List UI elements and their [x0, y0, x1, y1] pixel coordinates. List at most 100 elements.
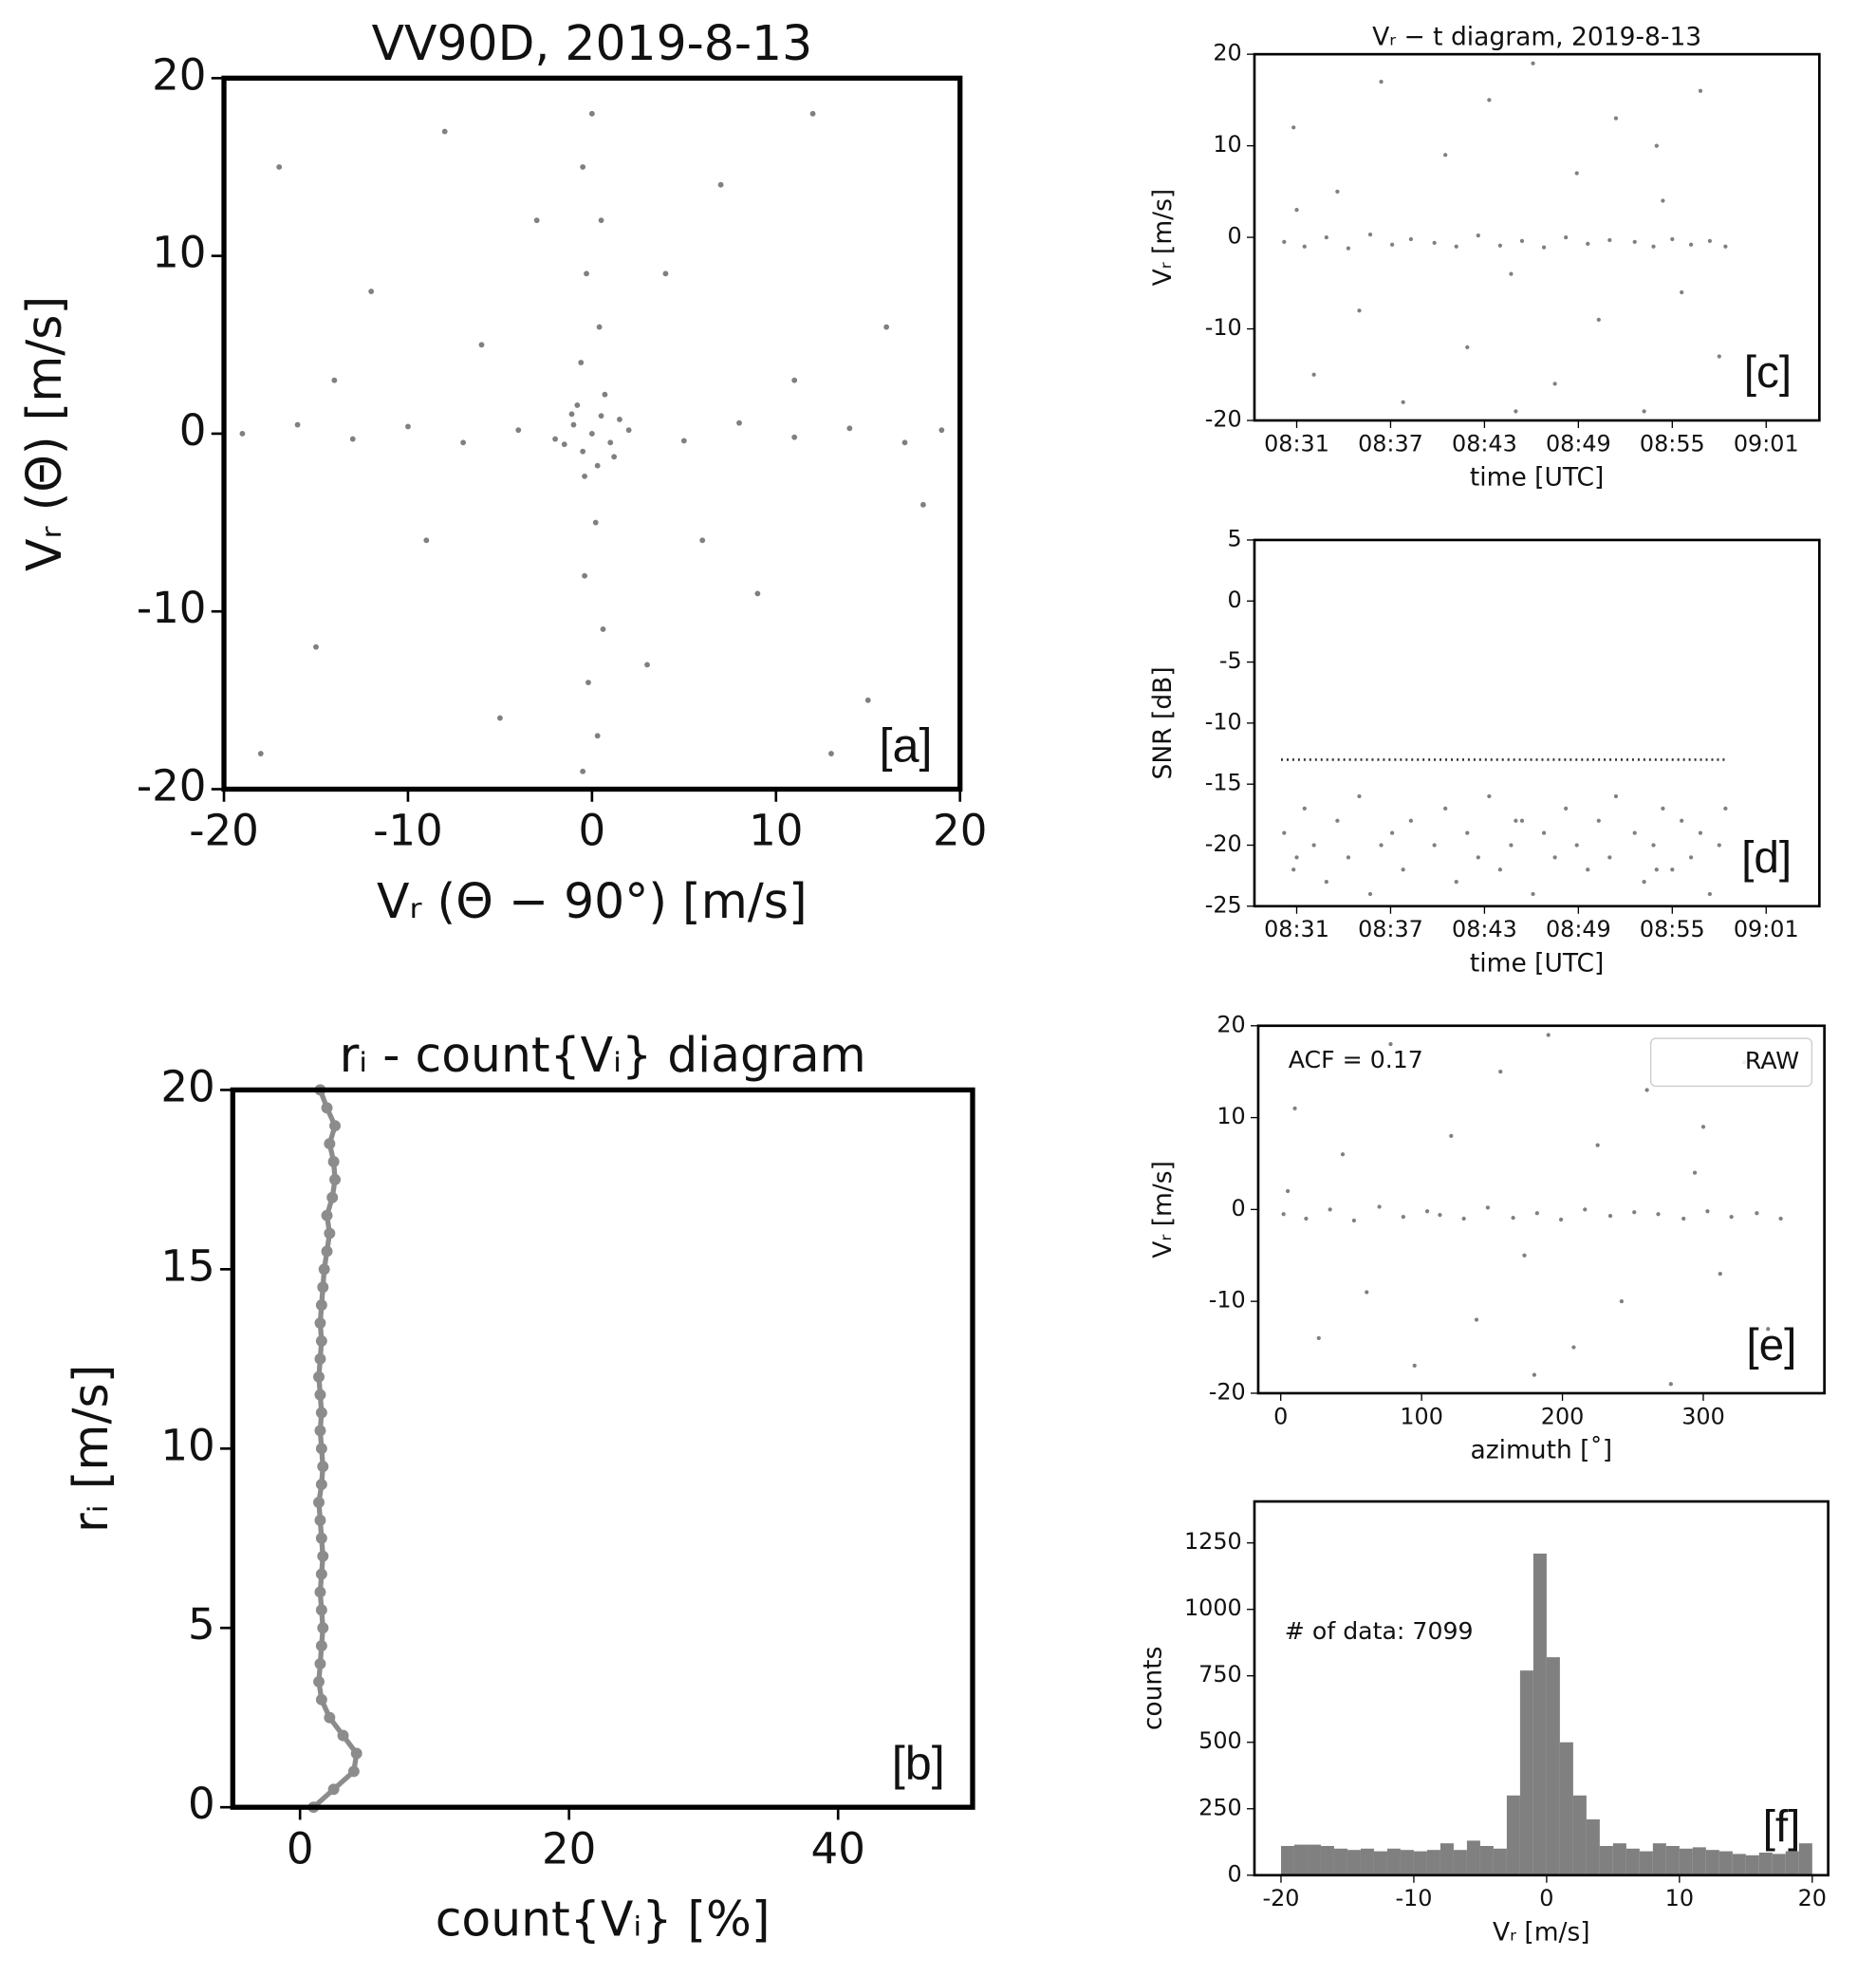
point: [1661, 198, 1665, 203]
x-tick-label: -20: [189, 806, 259, 856]
y-tick-label: 750: [1198, 1661, 1242, 1687]
panel-label: [d]: [1741, 833, 1792, 884]
point: [1281, 1212, 1286, 1217]
x-tick-label: 08:49: [1546, 916, 1611, 942]
point: [1571, 1345, 1576, 1350]
point: [1552, 855, 1557, 860]
point: [611, 454, 618, 460]
point: [1632, 830, 1637, 835]
x-axis-label: Vᵣ (Θ − 90°) [m/s]: [377, 873, 808, 929]
point: [1723, 244, 1728, 249]
point: [1465, 830, 1470, 835]
bar: [1559, 1742, 1573, 1875]
plot-frame: [1253, 538, 1821, 908]
point: [1487, 793, 1492, 799]
point: [596, 324, 603, 330]
bar: [1493, 1848, 1507, 1875]
point: [1291, 867, 1296, 872]
point: [1596, 818, 1601, 823]
y-tick-label: -5: [1219, 647, 1242, 674]
marker: [317, 1281, 329, 1294]
point: [1632, 239, 1637, 245]
bar: [1546, 1657, 1560, 1875]
point: [809, 110, 816, 117]
point: [1680, 818, 1684, 823]
point: [552, 436, 558, 442]
y-tick-label: 10: [1213, 131, 1241, 158]
marker: [314, 1586, 326, 1598]
y-tick-label: -10: [1209, 1287, 1246, 1314]
point: [1541, 245, 1547, 250]
marker: [314, 1352, 326, 1365]
point: [1388, 1042, 1393, 1047]
point: [568, 411, 575, 418]
x-tick-label: 200: [1541, 1403, 1585, 1429]
y-axis-label: Vᵣ [m/s]: [1148, 189, 1178, 287]
x-axis-label: time [UTC]: [1470, 462, 1605, 492]
point: [1755, 1211, 1759, 1216]
point: [1432, 240, 1437, 245]
marker: [327, 1783, 340, 1796]
bar: [1532, 1553, 1547, 1875]
marker: [315, 1407, 327, 1419]
bar: [1586, 1818, 1600, 1875]
x-tick-label: -10: [1395, 1885, 1432, 1911]
y-tick-label: 250: [1198, 1794, 1242, 1820]
y-tick-label: 10: [160, 1420, 214, 1470]
point: [1485, 1205, 1491, 1210]
y-tick-label: 15: [160, 1240, 214, 1291]
point: [1351, 1218, 1357, 1223]
point: [580, 448, 586, 455]
point: [1688, 242, 1694, 247]
point: [1454, 879, 1458, 885]
y-axis-label: counts: [1138, 1647, 1167, 1731]
point: [1707, 891, 1713, 897]
marker: [329, 1173, 342, 1185]
point: [1292, 1106, 1297, 1111]
point: [920, 501, 926, 508]
point: [368, 289, 375, 295]
point: [699, 537, 706, 544]
point: [1346, 246, 1351, 251]
point: [598, 413, 604, 419]
x-tick-label: 20: [1798, 1885, 1827, 1911]
point: [1668, 1382, 1673, 1387]
x-tick-label: 09:01: [1734, 916, 1799, 942]
point: [1632, 1210, 1637, 1215]
x-tick-label: 20: [933, 806, 987, 856]
bar: [1479, 1845, 1494, 1875]
x-tick-label: 08:49: [1546, 430, 1611, 457]
point: [1282, 830, 1287, 835]
bar: [1373, 1851, 1387, 1875]
point: [1698, 830, 1703, 835]
point: [1574, 171, 1579, 176]
marker: [314, 1317, 326, 1330]
y-tick-label: 10: [1217, 1103, 1245, 1129]
y-tick-label: 0: [1228, 1860, 1242, 1887]
point: [1531, 61, 1535, 65]
point: [1302, 244, 1307, 249]
point: [1487, 98, 1492, 103]
point: [791, 377, 798, 383]
point: [1401, 1214, 1405, 1220]
point: [585, 680, 591, 686]
x-tick-label: 0: [1539, 1885, 1553, 1911]
point: [1541, 830, 1547, 835]
marker: [313, 1370, 325, 1383]
marker: [315, 1532, 327, 1544]
point: [644, 662, 650, 668]
point: [592, 519, 599, 526]
bar: [1440, 1843, 1454, 1875]
y-tick-label: -20: [1209, 1378, 1246, 1405]
point: [1705, 1209, 1710, 1214]
point: [1328, 1207, 1332, 1212]
point: [1607, 1214, 1613, 1219]
point: [570, 421, 577, 428]
point: [1474, 1317, 1479, 1322]
point: [1531, 891, 1535, 897]
marker: [313, 1497, 325, 1508]
point: [1401, 400, 1405, 404]
point: [1670, 236, 1675, 242]
bar: [1426, 1850, 1440, 1875]
